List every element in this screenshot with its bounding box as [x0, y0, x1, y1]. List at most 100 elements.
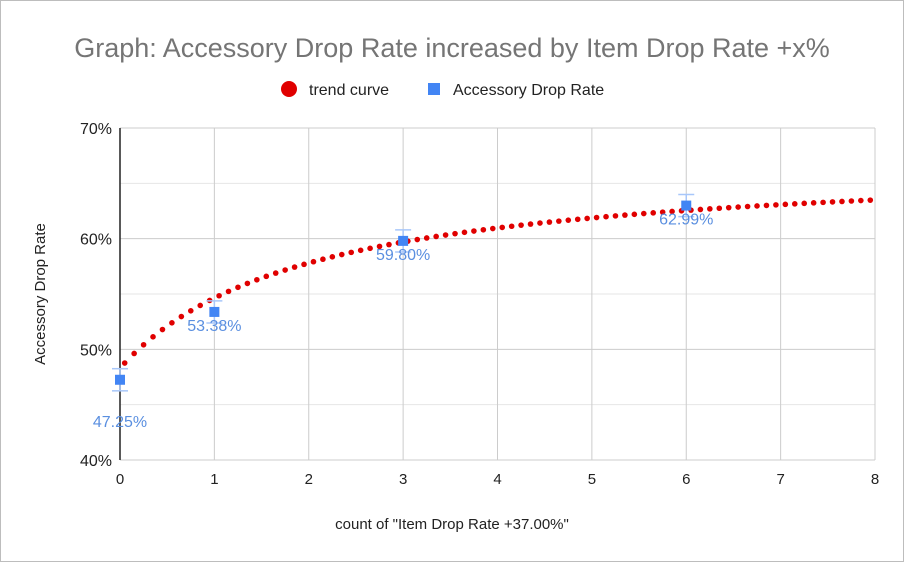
trend-dot: [820, 199, 826, 206]
trend-dot: [556, 218, 562, 224]
trend-dot: [537, 220, 543, 226]
trend-dot: [291, 264, 298, 270]
data-label: 62.99%: [659, 212, 713, 229]
trend-dot: [235, 284, 241, 291]
trend-dot: [622, 212, 628, 218]
trend-dot: [650, 210, 657, 216]
trend-dot: [669, 208, 675, 215]
trend-dot: [791, 201, 798, 207]
trend-dot: [197, 302, 204, 309]
trend-dot: [254, 276, 260, 283]
trend-dot: [574, 216, 581, 223]
data-point: [398, 235, 409, 246]
trend-dot: [603, 213, 609, 220]
trend-dot: [659, 209, 666, 215]
trend-dot: [744, 203, 751, 210]
trend-dot: [461, 229, 468, 236]
trend-dot: [499, 224, 506, 231]
y-tick-label: 70%: [80, 121, 112, 138]
trend-dot: [140, 341, 147, 348]
y-tick-label: 60%: [80, 232, 112, 249]
trend-dot: [697, 206, 704, 213]
data-point: [681, 200, 692, 211]
trend-dot: [216, 292, 222, 299]
trend-dot: [518, 222, 524, 228]
trend-dot: [442, 232, 449, 238]
trend-dot: [263, 273, 270, 280]
trend-dot: [480, 226, 487, 233]
trend-dot: [320, 256, 326, 263]
trend-dot: [773, 202, 779, 208]
trend-dot: [763, 202, 770, 209]
trend-dot: [386, 241, 392, 248]
trend-dot: [565, 217, 572, 223]
y-axis-title: Accessory Drop Rate: [32, 223, 49, 365]
trend-dot: [707, 206, 713, 212]
trend-dot: [801, 200, 808, 207]
y-tick-label: 50%: [80, 342, 112, 359]
trend-dot: [310, 258, 317, 265]
trend-dot: [782, 201, 789, 208]
trend-dot: [452, 230, 458, 237]
trend-dot: [187, 308, 194, 314]
x-tick-label: 5: [588, 471, 596, 488]
trend-dot: [329, 254, 336, 260]
x-axis-title: count of "Item Drop Rate +37.00%": [335, 516, 569, 533]
trend-dot: [612, 213, 619, 219]
y-tick-label: 40%: [80, 453, 112, 470]
trend-dot: [546, 219, 553, 225]
chart-title: Graph: Accessory Drop Rate increased by …: [74, 33, 830, 63]
trend-dot: [867, 197, 874, 203]
trend-dot: [121, 360, 128, 366]
trend-dot: [169, 319, 175, 326]
trend-dot: [593, 214, 600, 221]
trend-dot: [272, 270, 279, 276]
legend-series-label: Accessory Drop Rate: [453, 82, 604, 99]
data-label: 47.25%: [93, 414, 147, 431]
trend-dot: [414, 236, 421, 243]
trend-dot: [376, 243, 383, 250]
trend-dot: [338, 251, 345, 258]
legend: trend curve Accessory Drop Rate: [281, 81, 604, 99]
legend-series-marker: [428, 83, 440, 95]
trend-dot: [829, 199, 836, 205]
trend-dot: [178, 313, 185, 320]
trend-dot: [282, 267, 288, 273]
trend-dot: [584, 215, 590, 222]
trend-dot: [858, 197, 864, 204]
trend-dot: [357, 247, 364, 254]
x-tick-label: 3: [399, 471, 407, 488]
trend-dot: [489, 225, 496, 232]
trend-dot: [159, 326, 166, 333]
trend-dot: [423, 235, 430, 241]
trend-dot: [839, 198, 845, 205]
data-label: 59.80%: [376, 247, 430, 264]
legend-trend-label: trend curve: [309, 82, 389, 99]
trend-dot: [508, 223, 515, 230]
trend-dot: [131, 350, 137, 357]
x-tick-label: 7: [776, 471, 784, 488]
data-label: 53.38%: [187, 318, 241, 335]
trend-dot: [725, 204, 732, 211]
trend-dot: [301, 261, 307, 268]
x-tick-label: 1: [210, 471, 218, 488]
x-tick-label: 8: [871, 471, 879, 488]
trend-dot: [640, 210, 647, 217]
trend-dot: [225, 288, 232, 295]
x-tick-label: 0: [116, 471, 124, 488]
trend-dot: [735, 204, 741, 210]
x-tick-label: 4: [493, 471, 501, 488]
trend-dot: [848, 198, 855, 204]
trend-dot: [716, 205, 723, 212]
trend-dot: [810, 200, 817, 206]
x-tick-label: 6: [682, 471, 690, 488]
trend-dot: [150, 334, 156, 340]
x-tick-label: 2: [305, 471, 313, 488]
trend-dot: [367, 245, 373, 252]
trend-dot: [433, 233, 439, 240]
trend-dot: [631, 211, 638, 218]
legend-trend-marker: [281, 81, 297, 97]
data-point: [115, 374, 125, 385]
